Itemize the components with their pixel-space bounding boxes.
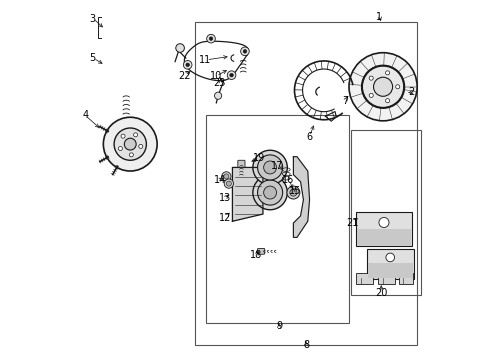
Circle shape — [369, 93, 373, 98]
Circle shape — [186, 63, 190, 67]
Text: 4: 4 — [82, 111, 89, 121]
Circle shape — [386, 99, 390, 103]
Text: 7: 7 — [343, 96, 348, 106]
Text: 16: 16 — [282, 175, 294, 185]
Bar — [195, 22, 417, 345]
Circle shape — [103, 117, 157, 171]
Circle shape — [258, 180, 283, 205]
Circle shape — [253, 175, 287, 210]
Polygon shape — [294, 157, 310, 237]
Circle shape — [253, 150, 287, 185]
Circle shape — [114, 128, 147, 160]
Text: 5: 5 — [90, 53, 96, 63]
Circle shape — [221, 172, 231, 181]
Polygon shape — [232, 167, 263, 221]
Circle shape — [129, 153, 133, 157]
Circle shape — [373, 77, 392, 96]
Text: 1: 1 — [376, 12, 383, 22]
Text: 2: 2 — [409, 87, 415, 97]
Circle shape — [230, 73, 233, 77]
Circle shape — [121, 134, 125, 138]
Circle shape — [226, 181, 231, 186]
Circle shape — [227, 71, 236, 80]
Circle shape — [183, 60, 192, 69]
FancyBboxPatch shape — [238, 160, 245, 167]
Circle shape — [264, 161, 276, 174]
Text: 13: 13 — [219, 193, 231, 203]
Circle shape — [241, 47, 249, 56]
Bar — [205, 116, 349, 323]
Text: 8: 8 — [303, 340, 309, 350]
Text: 22: 22 — [178, 71, 190, 81]
Bar — [378, 273, 395, 284]
Text: 17: 17 — [271, 161, 283, 171]
Circle shape — [386, 71, 390, 75]
Circle shape — [290, 189, 297, 196]
Text: 6: 6 — [306, 132, 313, 142]
Text: 9: 9 — [276, 321, 282, 331]
Text: 12: 12 — [219, 213, 231, 222]
Text: 21: 21 — [346, 218, 359, 228]
Circle shape — [395, 85, 400, 89]
Circle shape — [215, 92, 221, 99]
Bar — [357, 229, 411, 246]
Text: 3: 3 — [90, 14, 96, 24]
Circle shape — [209, 37, 213, 40]
Circle shape — [264, 186, 276, 199]
Bar — [399, 273, 413, 284]
Text: 14: 14 — [214, 175, 226, 185]
Circle shape — [243, 50, 247, 53]
Circle shape — [287, 186, 300, 199]
Circle shape — [207, 34, 215, 43]
Bar — [351, 130, 421, 295]
Circle shape — [119, 147, 122, 150]
Circle shape — [386, 253, 394, 262]
Text: 19: 19 — [253, 153, 266, 163]
Text: 18: 18 — [249, 250, 262, 260]
Circle shape — [134, 133, 138, 137]
Bar — [368, 263, 413, 278]
Text: 23: 23 — [214, 78, 226, 88]
Circle shape — [369, 76, 373, 80]
Circle shape — [258, 155, 283, 180]
Text: 20: 20 — [375, 288, 388, 298]
Circle shape — [124, 138, 136, 150]
Circle shape — [349, 53, 417, 121]
Text: 15: 15 — [289, 186, 301, 196]
Circle shape — [139, 144, 143, 148]
Circle shape — [362, 66, 404, 108]
Bar — [367, 249, 414, 279]
Bar — [356, 212, 412, 246]
Circle shape — [224, 174, 229, 179]
Bar — [356, 273, 373, 284]
Text: 10: 10 — [210, 71, 222, 81]
Circle shape — [379, 217, 389, 228]
Circle shape — [224, 179, 234, 188]
FancyBboxPatch shape — [258, 248, 265, 254]
Circle shape — [176, 44, 184, 52]
Text: 11: 11 — [199, 55, 212, 65]
